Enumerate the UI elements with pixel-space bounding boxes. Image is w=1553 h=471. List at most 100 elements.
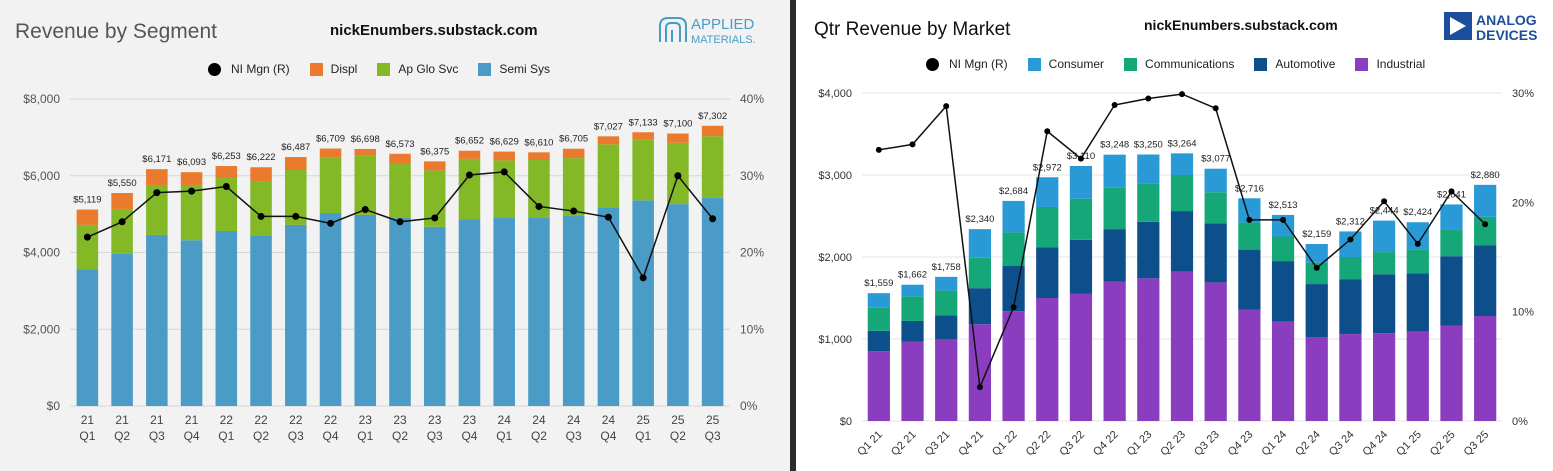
x-tick-label-quarter: Q4 — [600, 429, 616, 443]
legend-label: Consumer — [1048, 57, 1105, 71]
bar-segment-automotive — [935, 315, 958, 339]
ni-margin-point — [1077, 155, 1084, 162]
ni-margin-point — [1145, 95, 1152, 102]
bar-segment-automotive — [968, 288, 992, 325]
bar-segment-displ — [493, 151, 515, 161]
bar-total-label: $6,652 — [455, 136, 484, 147]
bar-segment-displ — [215, 166, 238, 179]
bar-total-label: $2,444 — [1370, 206, 1399, 217]
ni-margin-point — [153, 189, 161, 197]
bar-segment-displ — [146, 169, 168, 185]
applied-materials-logo: APPLIED MATERIALS. — [658, 14, 776, 51]
bar-segment-semi-sys — [146, 234, 168, 406]
ni-margin-point — [1347, 236, 1354, 243]
amat-legend-item: NI Mgn (R) — [208, 62, 290, 76]
bar-segment-displ — [250, 167, 272, 182]
bar-segment-consumer — [1474, 184, 1497, 217]
bar-segment-communications — [1103, 187, 1126, 230]
bar-segment-communications — [1170, 175, 1194, 212]
ni-margin-point — [639, 274, 647, 282]
bar-segment-automotive — [867, 330, 890, 352]
bar-segment-displ — [667, 133, 689, 143]
ni-margin-point — [257, 212, 265, 220]
bar-segment-communications — [1474, 216, 1497, 246]
x-tick-label-year: 23 — [463, 413, 477, 427]
legend-dot-marker — [926, 57, 939, 71]
bar-segment-industrial — [1069, 293, 1093, 421]
adi-chart-title: Qtr Revenue by Market — [814, 19, 1011, 40]
bar-segment-displ — [597, 136, 620, 145]
bar-segment-industrial — [935, 339, 958, 421]
x-tick-label: Q2 23 — [1158, 429, 1188, 459]
bar-segment-communications — [1372, 252, 1396, 275]
x-tick-label-year: 22 — [324, 413, 338, 427]
ni-margin-point — [83, 233, 91, 241]
bar-segment-consumer — [1238, 198, 1261, 223]
x-tick-label: Q1 25 — [1394, 429, 1424, 459]
x-tick-label-quarter: Q3 — [427, 429, 443, 443]
bar-segment-automotive — [1137, 221, 1160, 279]
bar-segment-ap-glo-svc — [493, 160, 515, 218]
bar-segment-communications — [968, 257, 992, 289]
bar-segment-consumer — [1002, 200, 1025, 233]
x-tick-label-year: 22 — [289, 413, 303, 427]
x-tick-label: Q2 22 — [1024, 429, 1054, 459]
ni-margin-point — [1179, 91, 1185, 98]
legend-label: Displ — [330, 62, 358, 76]
ni-margin-point — [1414, 240, 1421, 247]
x-tick-label: Q4 22 — [1091, 429, 1121, 459]
bar-segment-ap-glo-svc — [423, 170, 446, 227]
bar-total-label: $1,559 — [864, 278, 893, 289]
amat-watermark: nickEnumbers.substack.com — [330, 22, 538, 39]
bar-segment-consumer — [901, 284, 924, 297]
ni-margin-point — [431, 214, 439, 222]
bar-segment-industrial — [1305, 337, 1328, 421]
x-tick-label: Q2 25 — [1428, 429, 1458, 459]
ni-margin-point — [604, 213, 612, 221]
bar-total-label: $6,171 — [142, 154, 171, 165]
ni-margin-point — [1448, 188, 1455, 195]
y-tick-label: $8,000 — [23, 92, 60, 106]
bar-segment-displ — [423, 161, 446, 171]
bar-segment-displ — [319, 148, 342, 158]
ni-margin-point — [674, 172, 682, 180]
x-tick-label-year: 25 — [706, 413, 720, 427]
bar-total-label: $7,100 — [663, 119, 692, 130]
ni-margin-point — [709, 215, 717, 223]
amat-legend-item: Semi Sys — [478, 62, 550, 76]
bar-segment-consumer — [935, 276, 958, 291]
legend-swatch — [309, 62, 323, 76]
x-tick-label: Q4 21 — [956, 429, 986, 459]
y-tick-label: $4,000 — [23, 246, 60, 260]
amat-chart-title: Revenue by Segment — [15, 20, 217, 43]
y2-tick-label: 10% — [740, 322, 764, 336]
x-tick-label-quarter: Q4 — [184, 429, 200, 443]
bar-total-label: $6,375 — [420, 146, 449, 157]
y2-tick-label: 10% — [1512, 307, 1534, 319]
x-tick-label: Q1 22 — [990, 429, 1020, 459]
legend-swatch — [1355, 57, 1369, 71]
amat-legend-item: Ap Glo Svc — [377, 62, 458, 76]
x-tick-label: Q1 24 — [1259, 429, 1289, 459]
x-tick-label: Q1 23 — [1125, 429, 1155, 459]
bar-segment-automotive — [1372, 274, 1396, 334]
ni-margin-point — [188, 187, 196, 195]
x-tick-label-quarter: Q1 — [218, 429, 234, 443]
adi-legend-item: Industrial — [1355, 57, 1425, 71]
bar-segment-consumer — [968, 229, 992, 258]
ni-margin-point — [909, 141, 916, 148]
legend-label: NI Mgn (R) — [949, 57, 1008, 71]
x-tick-label-year: 21 — [185, 413, 199, 427]
bar-segment-industrial — [901, 341, 924, 421]
x-tick-label: Q2 24 — [1293, 429, 1323, 459]
bar-segment-consumer — [867, 293, 890, 308]
bar-segment-consumer — [1204, 168, 1227, 193]
bar-segment-ap-glo-svc — [528, 160, 550, 218]
x-tick-label-year: 25 — [636, 413, 650, 427]
ni-margin-point — [976, 384, 983, 391]
bar-segment-semi-sys — [389, 217, 411, 406]
bar-segment-industrial — [1204, 282, 1227, 421]
x-tick-label: Q4 24 — [1361, 429, 1391, 459]
bar-segment-displ — [528, 152, 550, 161]
x-tick-label-year: 23 — [428, 413, 442, 427]
